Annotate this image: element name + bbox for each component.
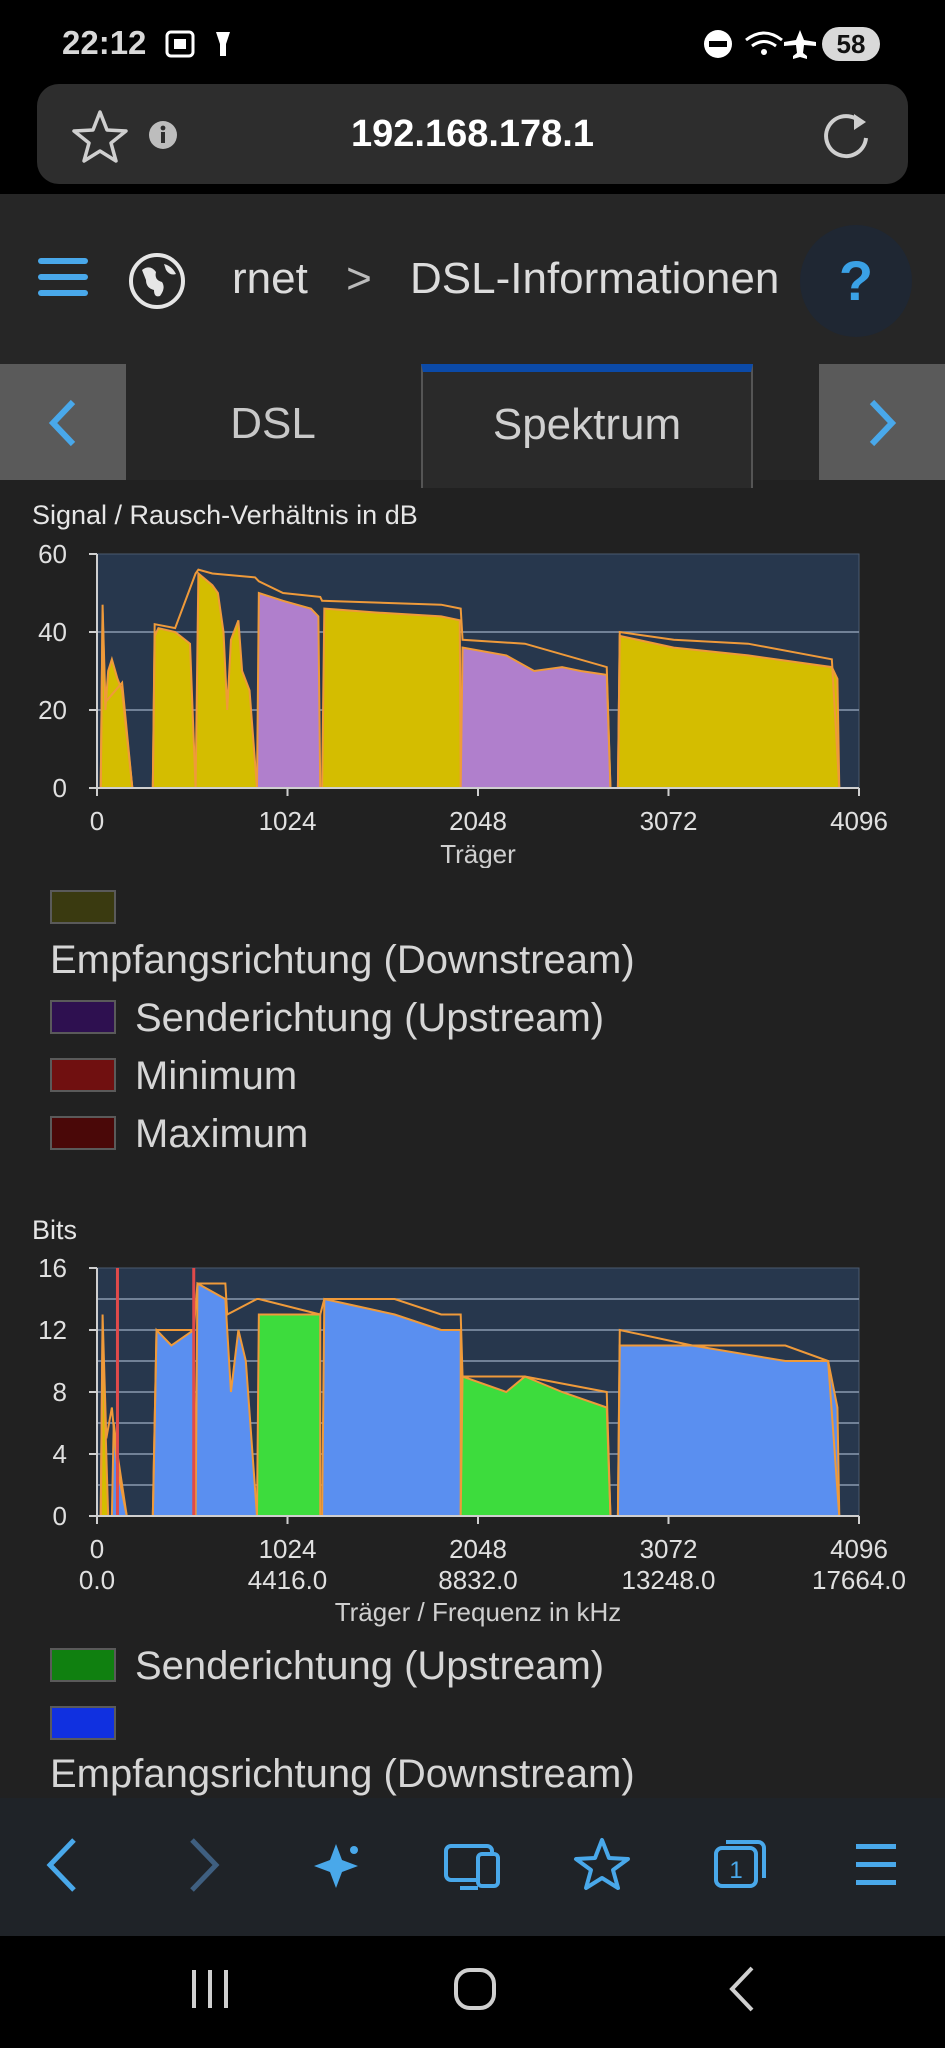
series-area (616, 1344, 841, 1517)
tab-spektrum[interactable]: Spektrum (421, 364, 753, 488)
x-tick-label: 3072 (640, 1534, 698, 1564)
legend-label-upstream: Senderichtung (Upstream) (135, 996, 605, 1040)
x-tick-label: 2048 (449, 806, 507, 836)
x-axis-label: Träger (440, 839, 516, 868)
legend-label-minimum: Minimum (135, 1054, 298, 1098)
airplane-icon (784, 30, 816, 59)
y-tick-label: 60 (38, 539, 67, 569)
status-icons-left (165, 30, 230, 58)
series-area (151, 626, 197, 789)
y-tick-label: 8 (53, 1377, 67, 1407)
back-icon (46, 1838, 76, 1892)
tab-dsl[interactable]: DSL (230, 399, 316, 448)
y-tick-label: 12 (38, 1315, 67, 1345)
legend-swatch-upstream[interactable] (50, 1000, 116, 1034)
x-axis-label: Träger / Frequenz in kHz (335, 1597, 622, 1627)
x-tick-freq-label: 17664.0 (812, 1565, 906, 1595)
wifi-icon (745, 31, 783, 42)
status-time: 22:12 (62, 24, 147, 61)
series-area (255, 591, 322, 789)
series-area (255, 1313, 322, 1517)
tabs-icon: 1 (714, 1840, 766, 1888)
system-navigation-bar (0, 1936, 945, 2048)
minimum-line (99, 1282, 841, 1517)
app-header (0, 194, 945, 364)
system-back-icon (729, 1966, 754, 2012)
x-tick-freq-label: 0.0 (79, 1565, 115, 1595)
series-area (321, 607, 462, 789)
snr-chart-title: Signal / Rausch-Verhältnis in dB (32, 500, 418, 530)
help-button[interactable]: ? (800, 225, 912, 337)
flashlight-icon (216, 32, 230, 56)
breadcrumb-parent[interactable]: rnet (232, 254, 308, 303)
x-tick-label: 2048 (449, 1534, 507, 1564)
series-area (151, 1327, 197, 1517)
legend-label-downstream: Empfangsrichtung (Downstream) (50, 938, 635, 982)
series-area (194, 1281, 259, 1517)
y-tick-label: 0 (53, 773, 67, 803)
y-tick-label: 4 (53, 1439, 67, 1469)
tab-scroll-right-button[interactable] (819, 364, 945, 480)
legend2-label-downstream: Empfangsrichtung (Downstream) (50, 1752, 635, 1796)
series-area (321, 1297, 462, 1517)
legend2-swatch-downstream[interactable] (50, 1706, 116, 1740)
globe-icon (129, 253, 185, 309)
breadcrumb-separator: > (346, 254, 372, 303)
chevron-left-icon (48, 399, 76, 447)
breadcrumb: rnet > DSL-Informationen (232, 254, 779, 304)
chevron-right-icon (869, 399, 897, 447)
recent-apps-icon (192, 1970, 228, 2008)
bookmark-star-icon[interactable] (70, 108, 130, 164)
svg-text:1: 1 (729, 1857, 742, 1884)
url-text: 192.168.178.1 (350, 113, 594, 155)
x-tick-label: 1024 (259, 806, 317, 836)
browser-bottom-icons: 1 (46, 1838, 896, 1892)
browser-bottom-bar (0, 1798, 945, 1936)
reload-icon[interactable] (818, 108, 874, 164)
site-info-icon[interactable] (148, 120, 178, 150)
x-tick-freq-label: 4416.0 (248, 1565, 328, 1595)
address-bar[interactable] (37, 84, 908, 184)
series-area (194, 571, 259, 789)
legend2-label-upstream: Senderichtung (Upstream) (135, 1644, 605, 1688)
x-tick-label: 0 (90, 1534, 104, 1564)
desktop-view-icon (444, 1844, 500, 1890)
home-icon (454, 1968, 496, 2010)
battery-indicator: 58 (822, 27, 880, 61)
status-icons-right (704, 30, 816, 59)
x-tick-label: 0 (90, 806, 104, 836)
bits-chart-title: Bits (32, 1215, 78, 1245)
y-tick-label: 0 (53, 1501, 67, 1531)
legend-label-maximum: Maximum (135, 1112, 309, 1156)
system-nav-icons (192, 1966, 754, 2012)
y-tick-label: 40 (38, 617, 67, 647)
breadcrumb-current: DSL-Informationen (410, 254, 780, 303)
legend-swatch-minimum[interactable] (50, 1058, 116, 1092)
x-tick-label: 4096 (830, 1534, 888, 1564)
x-tick-label: 1024 (259, 1534, 317, 1564)
legend2-swatch-upstream[interactable] (50, 1648, 116, 1682)
screenshot-icon (165, 30, 195, 58)
y-tick-label: 16 (38, 1253, 67, 1283)
legend-swatch-downstream[interactable] (50, 890, 116, 924)
x-tick-freq-label: 13248.0 (622, 1565, 716, 1595)
bookmarks-icon (574, 1838, 630, 1890)
menu-icon[interactable] (38, 258, 90, 298)
x-tick-label: 4096 (830, 806, 888, 836)
legend-swatch-maximum[interactable] (50, 1116, 116, 1150)
more-menu-icon (856, 1844, 896, 1885)
ai-sparkle-icon (314, 1844, 358, 1888)
x-tick-label: 3072 (640, 806, 698, 836)
tab-scroll-left-button[interactable] (0, 364, 126, 480)
y-tick-label: 20 (38, 695, 67, 725)
bits-chart: 048121600.010244416.020488832.0307213248… (38, 1253, 906, 1627)
x-tick-freq-label: 8832.0 (438, 1565, 518, 1595)
snr-chart: 0 20 40 60 0 1024 2048 3072 4096 Träger (38, 539, 888, 868)
forward-icon (190, 1838, 220, 1892)
